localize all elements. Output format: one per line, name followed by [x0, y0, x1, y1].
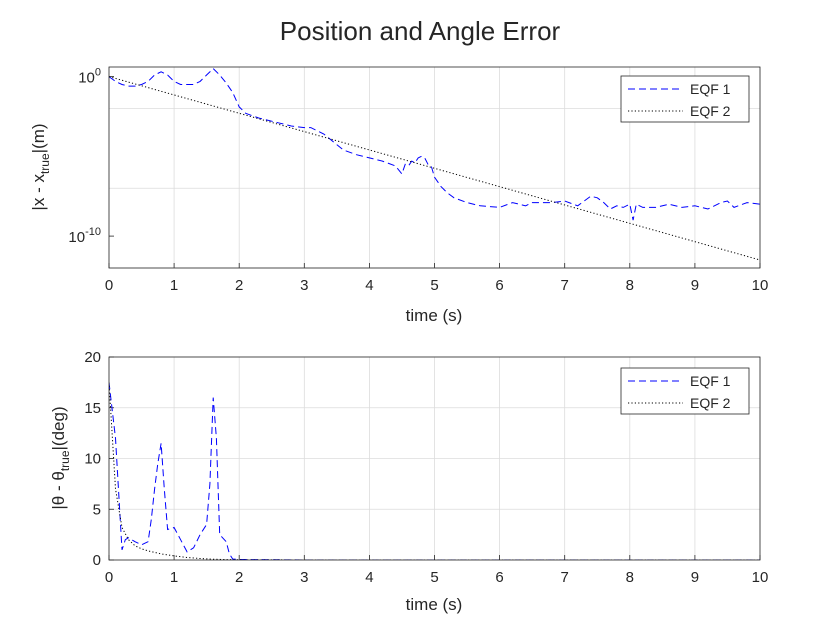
series-line-eqf2 — [109, 76, 760, 261]
x-tick-label: 7 — [561, 277, 569, 294]
figure-title: Position and Angle Error — [280, 16, 561, 46]
x-axis-label: time (s) — [406, 306, 463, 325]
legend: EQF 1 EQF 2 — [620, 367, 750, 415]
angle-error-axes: 0 1 2 3 4 5 6 7 8 9 10 0 5 10 15 20 time (s) |θ - θtru… — [49, 349, 768, 614]
x-tick-labels: 0 1 2 3 4 5 6 7 8 9 10 — [105, 277, 769, 294]
y-tick-labels: 0 5 10 15 20 — [84, 349, 101, 569]
x-tick-labels: 0 1 2 3 4 5 6 7 8 9 10 — [105, 569, 769, 586]
axes-box — [108, 356, 761, 561]
y-axis-label-suffix: |(m) — [29, 123, 48, 153]
x-tick-label: 10 — [752, 569, 769, 586]
y-axis-label-suffix: |(deg) — [49, 406, 68, 450]
series-lines — [109, 67, 760, 261]
legend-box — [620, 367, 750, 415]
y-tick-label: 20 — [84, 349, 101, 366]
y-axis-label-subscript: true — [58, 450, 72, 471]
x-tick-label: 6 — [495, 569, 503, 586]
series-lines — [109, 382, 760, 560]
y-axis-label-main: |θ - θ — [49, 471, 68, 509]
x-tick-label: 0 — [105, 277, 113, 294]
y-tick-label: 10 — [84, 451, 101, 468]
legend: EQF 1 EQF 2 — [620, 75, 750, 123]
legend-label-eqf2: EQF 2 — [690, 103, 731, 119]
series-line-eqf1 — [109, 67, 760, 221]
x-tick-label: 4 — [365, 277, 373, 294]
legend-box — [620, 75, 750, 123]
x-axis-label: time (s) — [406, 595, 463, 614]
y-tick-label: 5 — [93, 501, 101, 518]
x-tick-label: 9 — [691, 277, 699, 294]
y-tick-label: 0 — [93, 552, 101, 569]
grid-lines — [108, 67, 761, 269]
x-tick-label: 10 — [752, 277, 769, 294]
y-tick-label: 15 — [84, 400, 101, 417]
y-tick-label-base: 10 — [78, 70, 95, 87]
y-tick-label: 100 — [78, 67, 101, 87]
y-axis-label: |θ - θtrue|(deg) — [49, 406, 72, 509]
axes-box — [108, 66, 761, 269]
x-tick-label: 1 — [170, 277, 178, 294]
y-axis-label-subscript: true — [38, 153, 52, 174]
x-tick-label: 5 — [430, 569, 438, 586]
x-tick-label: 6 — [495, 277, 503, 294]
y-axis-label-main: |x - x — [29, 174, 48, 211]
y-tick-label-base: 10 — [68, 229, 85, 246]
x-tick-label: 7 — [561, 569, 569, 586]
legend-label-eqf2: EQF 2 — [690, 395, 731, 411]
x-tick-label: 4 — [365, 569, 373, 586]
x-tick-label: 3 — [300, 569, 308, 586]
x-tick-label: 1 — [170, 569, 178, 586]
series-line-eqf1 — [109, 382, 760, 560]
y-tick-label-exponent: 0 — [95, 67, 101, 79]
x-tick-label: 0 — [105, 569, 113, 586]
legend-label-eqf1: EQF 1 — [690, 373, 731, 389]
y-tick-label-exponent: -10 — [85, 226, 101, 238]
x-tick-label: 3 — [300, 277, 308, 294]
x-tick-label: 2 — [235, 277, 243, 294]
x-tick-label: 8 — [626, 277, 634, 294]
legend-label-eqf1: EQF 1 — [690, 81, 731, 97]
x-tick-label: 9 — [691, 569, 699, 586]
y-axis-label: |x - xtrue|(m) — [29, 123, 52, 210]
series-line-eqf2 — [109, 382, 760, 560]
y-tick-label: 10-10 — [68, 226, 101, 246]
x-tick-label: 8 — [626, 569, 634, 586]
x-tick-label: 2 — [235, 569, 243, 586]
x-tick-label: 5 — [430, 277, 438, 294]
